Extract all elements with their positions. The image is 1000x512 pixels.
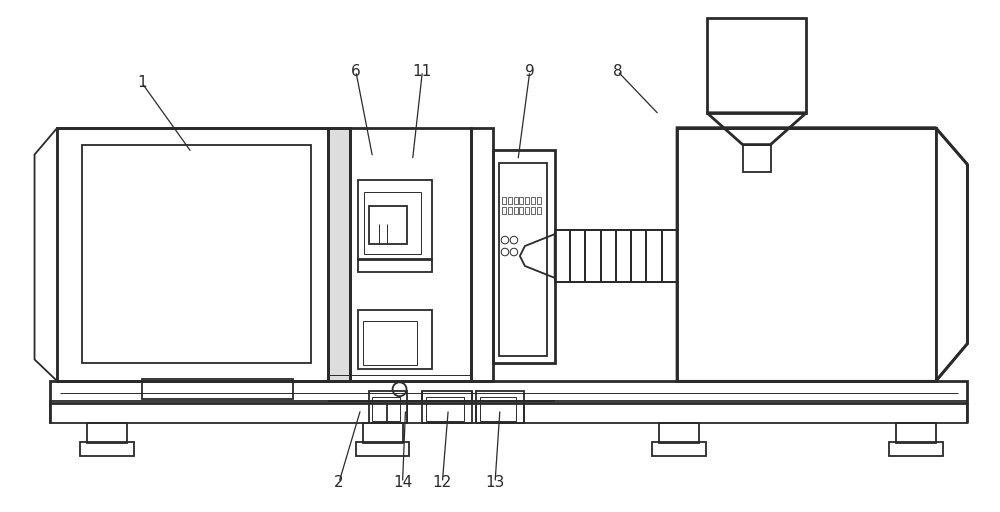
Bar [80, 442, 134, 456]
Text: 1: 1 [137, 75, 147, 91]
Bar [652, 442, 706, 456]
Bar [480, 397, 516, 421]
Bar [631, 230, 646, 282]
Bar [363, 321, 417, 366]
Bar [358, 180, 432, 260]
Bar [525, 197, 529, 204]
Bar [555, 230, 570, 282]
Text: 11: 11 [413, 63, 432, 78]
Bar [508, 197, 512, 204]
Bar [537, 197, 541, 204]
Bar [499, 162, 547, 356]
Bar [328, 127, 350, 381]
Bar [646, 230, 662, 282]
Bar [358, 259, 432, 272]
Bar [525, 207, 529, 214]
Bar [369, 206, 407, 244]
Bar [662, 230, 677, 282]
Bar [889, 442, 943, 456]
Text: 8: 8 [613, 63, 622, 78]
Text: 13: 13 [485, 475, 505, 490]
Text: 14: 14 [393, 475, 412, 490]
Bar [358, 310, 432, 369]
Bar [142, 379, 293, 399]
Bar [82, 144, 311, 364]
Bar [514, 197, 518, 204]
Bar [350, 127, 471, 381]
Bar [519, 197, 523, 204]
Text: 9: 9 [525, 63, 535, 78]
Bar [616, 230, 631, 282]
Bar [531, 197, 535, 204]
Bar [707, 18, 806, 113]
Bar [363, 423, 403, 443]
Bar [493, 150, 555, 364]
Bar [537, 207, 541, 214]
Bar [601, 230, 616, 282]
Text: 12: 12 [433, 475, 452, 490]
Bar [743, 144, 771, 173]
Bar [422, 391, 472, 423]
Bar [531, 207, 535, 214]
Text: 2: 2 [334, 475, 344, 490]
Bar [585, 230, 601, 282]
Bar [570, 230, 585, 282]
Bar [659, 423, 699, 443]
Bar [50, 401, 967, 423]
Bar [364, 193, 421, 254]
Bar [356, 442, 409, 456]
Bar [50, 381, 967, 403]
Bar [471, 127, 493, 381]
Bar [896, 423, 936, 443]
Bar [369, 391, 407, 423]
Bar [87, 423, 127, 443]
Bar [502, 197, 506, 204]
Bar [502, 207, 506, 214]
Bar [476, 391, 524, 423]
Bar [514, 207, 518, 214]
Bar [555, 230, 677, 282]
Bar [372, 397, 400, 421]
Bar [57, 127, 328, 381]
Bar [677, 127, 936, 381]
Bar [508, 207, 512, 214]
Bar [519, 207, 523, 214]
Bar [426, 397, 464, 421]
Text: 6: 6 [351, 63, 361, 78]
Bar [328, 127, 350, 381]
